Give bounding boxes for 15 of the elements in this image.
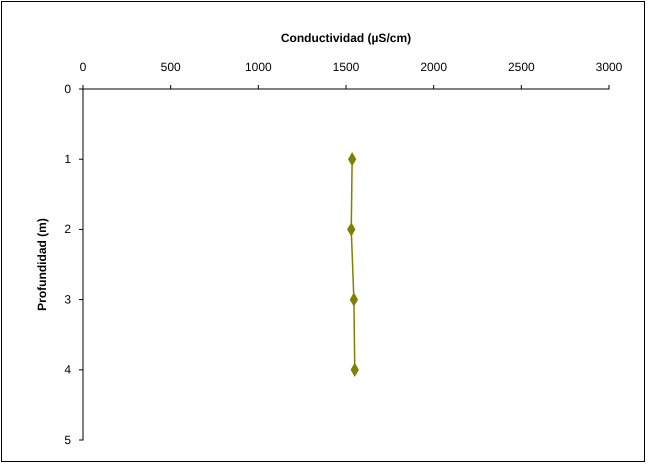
x-axis-title: Conductividad (µS/cm) (280, 31, 412, 45)
y-axis-title: Profundidad (m) (35, 218, 49, 311)
y-tick-label: 1 (64, 152, 72, 166)
y-tick-label: 2 (64, 222, 72, 236)
x-tick-label: 1000 (244, 60, 272, 74)
x-tick-label: 500 (160, 60, 181, 74)
x-tick-label: 2500 (508, 60, 536, 74)
x-tick-label: 1500 (332, 60, 360, 74)
y-tick-label: 0 (64, 82, 72, 96)
x-tick-label: 0 (80, 60, 87, 74)
x-tick-label: 3000 (596, 60, 623, 74)
y-tick-label: 4 (64, 362, 72, 377)
y-tick-label: 3 (64, 292, 72, 306)
y-tick-label: 5 (64, 432, 72, 447)
x-tick-label: 2000 (420, 60, 448, 74)
